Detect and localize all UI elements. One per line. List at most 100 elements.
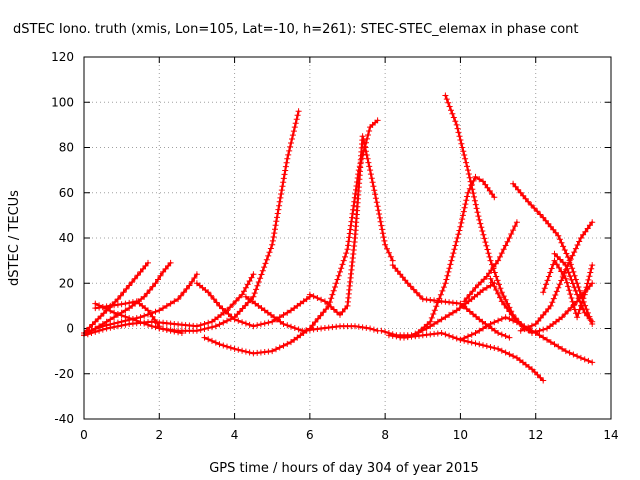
data-point-marker [92, 318, 99, 325]
data-point-marker [366, 128, 373, 134]
data-point-marker [562, 348, 569, 355]
series-line [399, 175, 496, 339]
data-point-marker [362, 144, 369, 151]
data-point-marker [114, 311, 121, 317]
data-point-marker [375, 207, 382, 214]
data-point-marker [177, 292, 184, 299]
data-point-marker [487, 275, 494, 282]
data-point-marker [288, 323, 294, 330]
x-tick-label: 10 [453, 428, 468, 442]
data-point-marker [495, 317, 502, 324]
data-point-marker [180, 289, 187, 296]
data-point-marker [397, 334, 404, 341]
data-point-marker [227, 344, 234, 351]
data-point-marker [227, 304, 234, 311]
data-point-marker [278, 191, 285, 197]
data-point-marker [338, 265, 345, 272]
data-point-marker [355, 323, 362, 330]
data-point-marker [479, 318, 486, 325]
data-point-marker [477, 220, 484, 227]
data-point-marker [525, 198, 532, 205]
data-point-marker [222, 308, 229, 315]
data-point-marker [468, 331, 475, 338]
data-point-marker [540, 377, 547, 384]
data-point-marker [376, 214, 383, 221]
data-point-marker [532, 328, 539, 335]
data-point-marker [558, 268, 565, 275]
data-point-marker [233, 297, 240, 304]
data-point-marker [449, 253, 456, 260]
data-point-marker [574, 291, 581, 298]
data-point-marker [345, 238, 352, 245]
data-point-marker [559, 345, 566, 352]
data-point-marker [342, 253, 348, 260]
data-point-marker [491, 345, 498, 351]
data-point-marker [582, 228, 589, 235]
data-point-marker [376, 211, 383, 217]
data-point-marker [317, 312, 324, 319]
data-point-marker [580, 231, 587, 238]
data-point-marker [430, 311, 437, 317]
data-point-marker [456, 133, 463, 140]
data-point-marker [334, 276, 341, 283]
data-point-marker [589, 219, 596, 226]
data-point-marker [418, 326, 425, 333]
data-point-marker [408, 332, 415, 339]
data-point-marker [491, 283, 498, 290]
data-point-marker [374, 117, 381, 124]
x-tick-label: 2 [155, 428, 163, 442]
data-point-marker [366, 163, 373, 170]
data-point-marker [267, 245, 274, 252]
data-point-marker [294, 334, 301, 341]
data-point-marker [457, 137, 464, 143]
data-point-marker [251, 290, 258, 297]
plot-frame [83, 56, 612, 420]
data-point-marker [465, 167, 471, 174]
data-point-marker [465, 338, 471, 345]
data-point-marker [484, 246, 491, 253]
data-point-marker [246, 296, 252, 303]
data-point-marker [569, 265, 576, 272]
data-point-marker [461, 152, 468, 158]
data-point-marker [459, 144, 466, 151]
data-point-marker [272, 226, 278, 233]
data-point-marker [483, 242, 490, 249]
data-point-marker [513, 219, 520, 226]
data-point-marker [472, 284, 479, 291]
data-point-marker [569, 280, 576, 287]
x-tick-label: 14 [603, 428, 618, 442]
data-point-marker [269, 241, 276, 248]
data-point-marker [470, 177, 477, 184]
data-point-marker [482, 239, 489, 246]
data-point-marker [486, 253, 493, 260]
data-point-marker [465, 333, 471, 340]
data-point-marker [413, 289, 420, 296]
data-point-marker [577, 354, 584, 361]
data-point-marker [385, 249, 392, 256]
data-point-marker [252, 300, 259, 307]
data-point-marker [126, 299, 133, 306]
data-point-marker [155, 276, 161, 283]
data-point-marker [574, 314, 581, 321]
data-point-marker [274, 210, 281, 217]
data-point-marker [469, 186, 476, 193]
data-point-marker [541, 285, 548, 292]
data-point-marker [443, 96, 450, 103]
data-point-marker [475, 281, 482, 288]
data-point-marker [146, 287, 153, 293]
data-point-marker [492, 260, 499, 267]
data-point-marker [373, 199, 380, 206]
data-point-marker [96, 304, 103, 311]
data-point-marker [586, 273, 593, 280]
data-point-marker [300, 298, 307, 305]
data-point-marker [224, 343, 230, 350]
data-point-marker [332, 284, 338, 290]
data-point-marker [531, 205, 538, 212]
data-point-marker [95, 315, 102, 322]
data-point-marker [484, 184, 491, 191]
data-point-marker [551, 341, 558, 348]
y-tick-label: 0 [66, 322, 74, 336]
data-point-marker [378, 222, 385, 229]
data-point-marker [559, 314, 566, 321]
